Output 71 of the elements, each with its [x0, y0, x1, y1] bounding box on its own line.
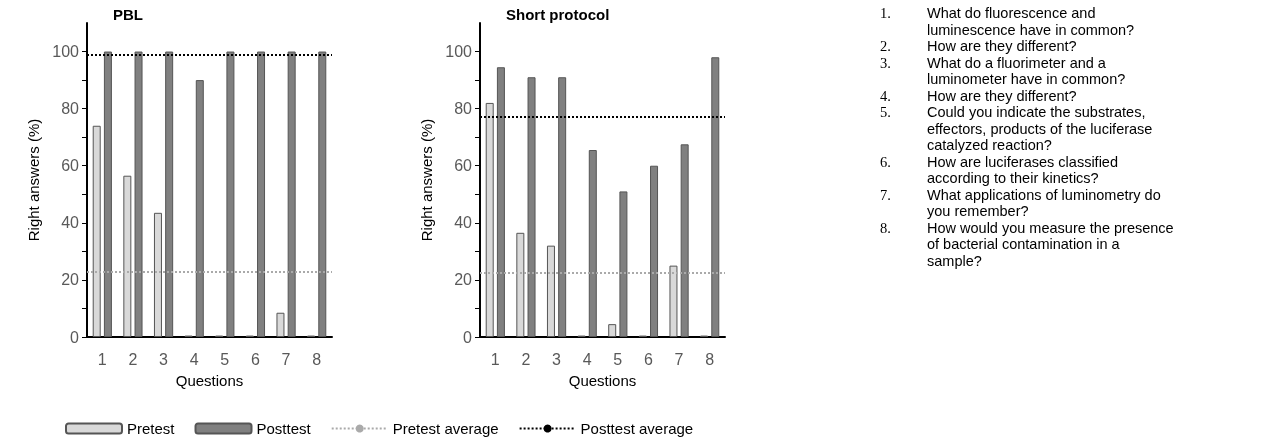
x-tick-label: 3 [159, 350, 169, 368]
text: 2. How are they different? [880, 38, 1077, 54]
bar [516, 232, 525, 337]
y-tick-label: 60 [61, 157, 80, 175]
text: 1. What do fluorescence and luminescence have in common? [880, 5, 1135, 38]
x-tick-label: 6 [250, 350, 260, 368]
x-tick-label: 1 [97, 350, 107, 368]
y-tick-label: 100 [445, 43, 473, 61]
y-axis-title: Right answers (%) [418, 118, 435, 242]
text: 6. How are luciferases classified according to their kinetics? [880, 153, 1118, 186]
x-tick-label: 4 [189, 350, 199, 368]
x-tick-label: 7 [281, 350, 291, 368]
legend-label: Pretest [127, 420, 176, 437]
bar [546, 245, 555, 337]
y-tick-label: 80 [454, 100, 473, 118]
bar [558, 77, 567, 337]
bar [153, 212, 162, 337]
text: 3. What do a fluorimeter and a luminometer have in common? [880, 54, 1126, 87]
legend-label: Posttest [256, 420, 312, 437]
bar [496, 67, 505, 337]
bar [165, 51, 174, 337]
x-tick-label: 2 [128, 350, 138, 368]
chart-title: Short protocol [506, 6, 610, 23]
bar [711, 57, 720, 337]
bar [619, 191, 628, 337]
bar [276, 312, 285, 337]
y-tick-label: 0 [70, 328, 80, 346]
bar [588, 150, 597, 337]
y-tick-label: 0 [463, 328, 473, 346]
x-tick-label: 7 [674, 350, 684, 368]
y-tick-label: 100 [52, 43, 80, 61]
legend-label: Posttest average [580, 420, 694, 437]
x-tick-label: 5 [220, 350, 230, 368]
y-tick-label: 60 [454, 157, 473, 175]
bar [226, 51, 235, 337]
text: 7. What applications of luminometry do you remember? [880, 186, 1161, 219]
bar [318, 51, 327, 337]
bar [134, 51, 143, 337]
x-axis-title: Questions [568, 372, 637, 389]
bar [92, 125, 101, 337]
bar [527, 77, 536, 337]
bar [485, 102, 494, 337]
text: 4. How are they different? [880, 87, 1077, 104]
x-tick-label: 8 [705, 350, 715, 368]
x-tick-label: 1 [490, 350, 500, 368]
y-tick-label: 80 [61, 100, 80, 118]
legend-label: Pretest average [392, 420, 499, 437]
y-tick-label: 40 [61, 214, 80, 232]
bar [669, 265, 678, 337]
bar [608, 324, 617, 337]
chart-title: PBL [113, 6, 143, 23]
x-axis-title: Questions [175, 372, 244, 389]
bar [287, 51, 296, 337]
x-tick-label: 3 [552, 350, 562, 368]
y-tick-label: 20 [454, 271, 473, 289]
x-tick-label: 8 [312, 350, 322, 368]
y-axis-title: Right answers (%) [25, 118, 42, 242]
bar [680, 144, 689, 337]
y-tick-label: 40 [454, 214, 473, 232]
x-tick-label: 5 [613, 350, 623, 368]
x-tick-label: 2 [521, 350, 531, 368]
bar [650, 165, 659, 337]
bar [195, 80, 204, 337]
bar [257, 51, 266, 337]
x-tick-label: 4 [582, 350, 592, 368]
text: 8. How would you measure the presence of bacterial contamination in a sample? [880, 219, 1174, 269]
y-tick-label: 20 [61, 271, 80, 289]
bar [123, 175, 132, 337]
x-tick-label: 6 [643, 350, 653, 368]
bar [103, 51, 112, 337]
text: 5. Could you indicate the substrates, effectors, products of the luciferase catalyzed reaction? [880, 104, 1153, 153]
